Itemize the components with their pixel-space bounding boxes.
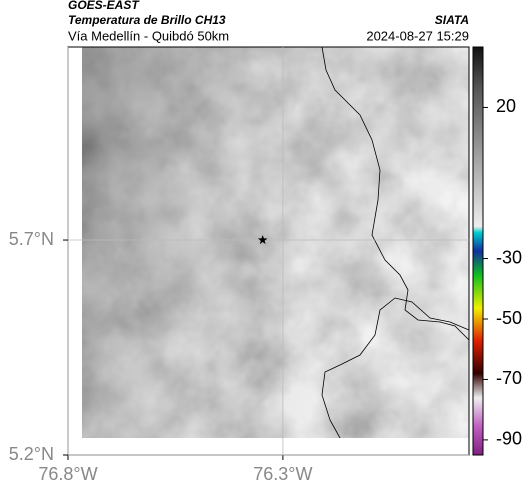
colorbar-tick-label: 20 xyxy=(496,96,516,116)
source: SIATA xyxy=(435,13,469,27)
timestamp: 2024-08-27 15:29 xyxy=(366,28,469,43)
caption: Vía Medellín - Quibdó 50km xyxy=(68,28,229,43)
colorbar-tick-label: -30 xyxy=(496,247,522,267)
colorbar-tick-label: -70 xyxy=(496,368,522,388)
y-tick-label: 5.2°N xyxy=(9,444,54,464)
colorbar-tick-label: -90 xyxy=(496,429,522,449)
colorbar xyxy=(472,46,484,456)
location-marker xyxy=(257,235,268,245)
title: GOES-EAST xyxy=(68,0,140,12)
subtitle: Temperatura de Brillo CH13 xyxy=(68,13,226,27)
satellite-image xyxy=(82,47,469,438)
borders xyxy=(321,46,470,439)
x-tick-label: 76.8°W xyxy=(38,464,97,484)
y-tick-label: 5.7°N xyxy=(9,229,54,249)
x-tick-label: 76.3°W xyxy=(253,464,312,484)
colorbar-tick-label: -50 xyxy=(496,308,522,328)
